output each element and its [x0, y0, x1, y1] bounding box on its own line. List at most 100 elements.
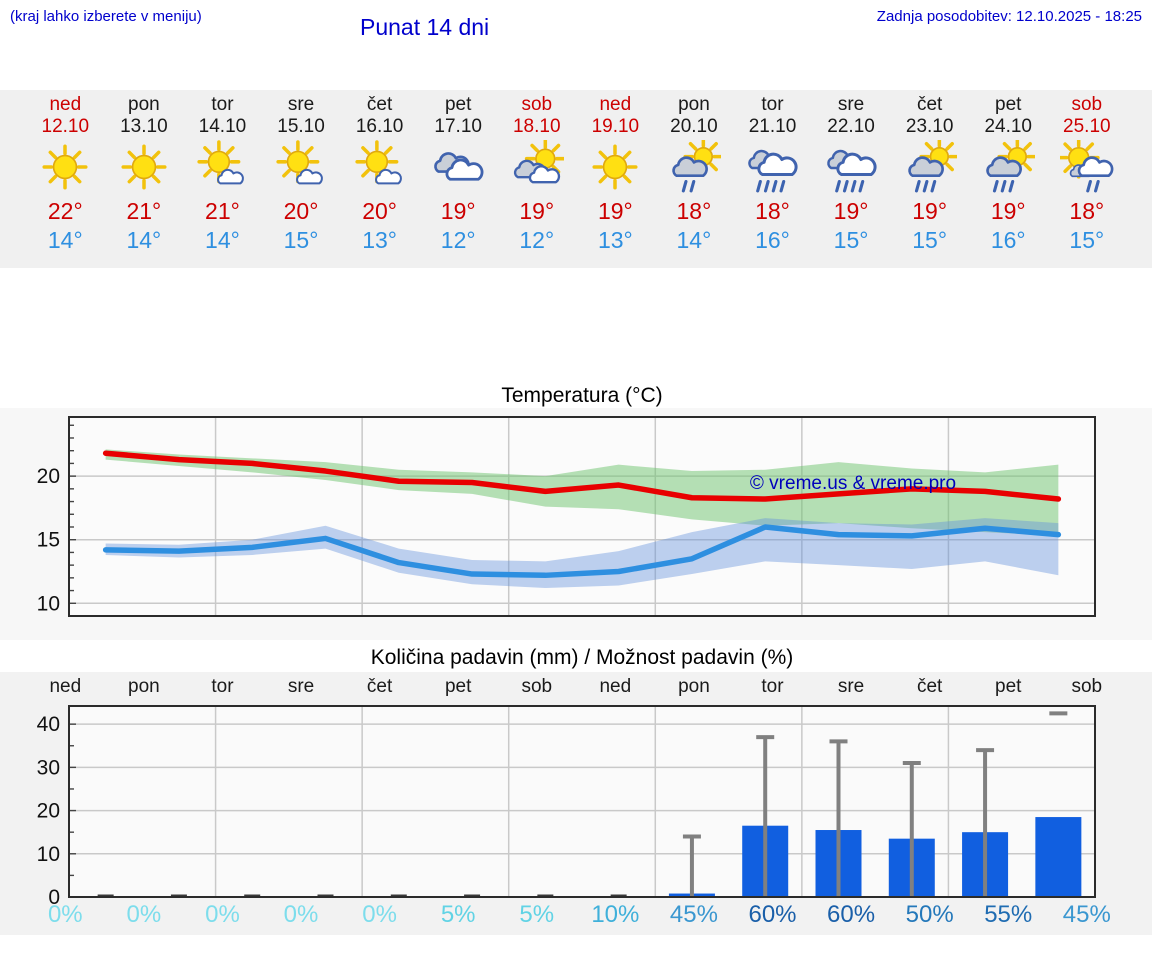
precip-probability: 50% [905, 901, 954, 928]
day-name: tor [211, 94, 234, 115]
precipitation-day-labels: ned pon tor sre čet pet sob ned pon tor sre čet pet s… [0, 672, 1152, 700]
location-hint: (kraj lahko izberete v meniju) [10, 8, 202, 25]
precip-day-label: čet [916, 676, 943, 697]
precip-day-label: ned [49, 676, 82, 697]
precip-day-label: pon [128, 676, 160, 697]
temperature-chart: 10 15 20 © vreme.us & vreme.pro [37, 416, 1096, 617]
temp-high: 19° [597, 198, 633, 224]
sun-showers-3-weather-icon [969, 140, 1048, 196]
day-name: sob [1071, 94, 1103, 115]
day-name: ned [599, 94, 632, 115]
day-date: 14.10 [198, 116, 247, 137]
day-date: 20.10 [670, 116, 718, 137]
day-name: sre [287, 94, 315, 115]
precip-probability: 45% [1062, 901, 1111, 928]
day-column: pon 20.10 18° 14° [655, 90, 734, 268]
temp-low: 16° [990, 227, 1026, 253]
day-column: čet 23.10 19° 15° [890, 90, 969, 268]
sun-showers-2-weather-icon [655, 140, 734, 196]
precip-probability: 45% [669, 901, 718, 928]
rain-weather-icon [733, 140, 812, 196]
day-column: čet 16.10 20° 13° [340, 90, 419, 268]
svg-text:40: 40 [37, 713, 60, 736]
temp-high: 19° [519, 198, 555, 224]
day-name: tor [761, 94, 784, 115]
precip-probability: 5% [519, 901, 555, 928]
precip-probability: 60% [748, 901, 797, 928]
day-column: sob 25.10 18° 15° [1048, 90, 1127, 268]
precipitation-chart-title: Količina padavin (mm) / Možnost padavin … [370, 646, 794, 669]
day-column: sob 18.10 19° 12° [497, 90, 576, 268]
temp-low: 12° [440, 227, 476, 253]
temp-high: 19° [440, 198, 476, 224]
precip-day-label: pet [444, 676, 472, 697]
partly-cloudy-weather-icon [262, 140, 341, 196]
temp-low: 16° [755, 227, 790, 253]
precip-day-label: ned [599, 676, 632, 697]
precip-day-label: sob [521, 676, 553, 697]
precip-day-label: tor [761, 676, 784, 697]
svg-text:0: 0 [48, 886, 60, 905]
forecast-strip: ned 12.10 22° 14° pon 13.10 21° 14° tor 14.10 21° 1… [0, 90, 1152, 268]
temp-high: 18° [676, 198, 712, 224]
day-date: 23.10 [905, 116, 954, 137]
temp-high: 19° [833, 198, 869, 224]
partly-cloudy-weather-icon [183, 140, 262, 196]
cloudy-weather-icon [419, 140, 498, 196]
svg-text:10: 10 [37, 592, 60, 615]
day-column: pon 13.10 21° 14° [105, 90, 184, 268]
day-column: tor 14.10 21° 14° [183, 90, 262, 268]
day-date: 15.10 [277, 116, 325, 137]
sun-showers-3-weather-icon [890, 140, 969, 196]
svg-text:20: 20 [37, 465, 60, 488]
day-name: sre [837, 94, 865, 115]
day-date: 24.10 [984, 116, 1032, 137]
page-title: Punat 14 dni [360, 14, 490, 40]
precip-probability: 55% [984, 901, 1033, 928]
day-date: 21.10 [748, 116, 797, 137]
precip-probability: 0% [126, 901, 162, 928]
day-name: čet [366, 94, 393, 115]
sunny-weather-icon [105, 140, 184, 196]
mostly-cloudy-weather-icon [497, 140, 576, 196]
day-name: pet [995, 94, 1022, 115]
day-name: pon [128, 94, 160, 115]
svg-text:15: 15 [37, 529, 60, 552]
temp-low: 15° [912, 227, 948, 253]
temp-high: 18° [1069, 198, 1105, 224]
day-column: ned 12.10 22° 14° [26, 90, 105, 268]
precip-probability: 0% [47, 901, 83, 928]
day-date: 16.10 [355, 116, 404, 137]
precip-day-label: tor [211, 676, 234, 697]
day-date: 19.10 [591, 116, 640, 137]
precip-probability: 5% [440, 901, 476, 928]
precipitation-probability-row: 0% 0% 0% 0% 0% 5% 5% 10% 45% 60% 60% 50% 55% 45% [0, 898, 1152, 932]
temp-low: 12° [519, 227, 555, 253]
watermark: © vreme.us & vreme.pro [750, 473, 956, 494]
temp-low: 14° [126, 227, 162, 253]
precipitation-chart: 0 10 20 30 40 [37, 705, 1096, 905]
temp-low: 13° [597, 227, 633, 253]
precip-day-label: čet [366, 676, 393, 697]
day-column: tor 21.10 18° 16° [733, 90, 812, 268]
day-name: pet [444, 94, 472, 115]
day-column: pet 24.10 19° 16° [969, 90, 1048, 268]
day-name: sob [521, 94, 553, 115]
temp-high: 19° [990, 198, 1026, 224]
temp-low: 15° [833, 227, 869, 253]
day-column: ned 19.10 19° 13° [576, 90, 655, 268]
temp-high: 22° [47, 198, 83, 224]
day-name: pon [678, 94, 710, 115]
precip-probability: 0% [205, 901, 240, 928]
day-date: 13.10 [120, 116, 168, 137]
temp-low: 14° [205, 227, 240, 253]
last-updated: Zadnja posodobitev: 12.10.2025 - 18:25 [876, 8, 1142, 25]
day-column: sre 15.10 20° 15° [262, 90, 341, 268]
day-date: 18.10 [512, 116, 561, 137]
temp-high: 20° [283, 198, 319, 224]
precip-day-label: pet [995, 676, 1022, 697]
day-name: čet [916, 94, 943, 115]
rain-weather-icon [812, 140, 891, 196]
precip-probability: 10% [591, 901, 640, 928]
day-name: ned [49, 94, 82, 115]
